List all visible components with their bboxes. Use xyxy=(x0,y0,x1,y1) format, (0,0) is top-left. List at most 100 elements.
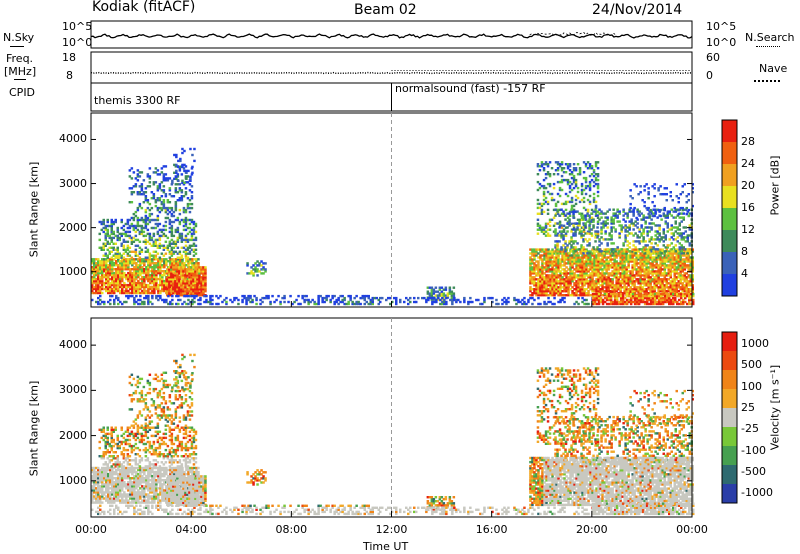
power-cell xyxy=(564,171,568,174)
power-cell xyxy=(133,270,136,273)
power-cell xyxy=(573,288,576,291)
power-cell xyxy=(569,270,572,273)
power-cell xyxy=(134,226,138,230)
power-cell xyxy=(109,294,112,298)
power-cell xyxy=(436,294,440,297)
power-cell xyxy=(583,268,586,271)
power-cell xyxy=(554,228,557,231)
power-cell xyxy=(615,262,618,265)
power-cell xyxy=(185,260,188,263)
power-cell xyxy=(174,240,178,243)
power-cell xyxy=(174,272,177,275)
power-cell xyxy=(596,222,600,225)
power-cell xyxy=(547,268,550,271)
power-cell xyxy=(546,200,550,204)
power-cell xyxy=(135,289,138,293)
power-cell xyxy=(582,214,586,217)
power-cell xyxy=(599,290,602,293)
power-cell xyxy=(596,194,600,198)
power-cell xyxy=(417,296,420,300)
power-cell xyxy=(540,230,544,233)
power-cell xyxy=(119,262,122,265)
power-cell xyxy=(115,273,118,277)
power-cell xyxy=(225,300,228,304)
power-cell xyxy=(607,288,610,291)
nsky-legend-line xyxy=(10,46,24,47)
power-cell xyxy=(144,246,148,249)
power-cell xyxy=(184,240,188,243)
power-cell xyxy=(545,264,548,267)
power-cell xyxy=(172,234,176,238)
power-cell xyxy=(547,260,550,263)
power-cell xyxy=(147,283,150,287)
freq-tick-low: 8 xyxy=(66,69,73,82)
power-cell xyxy=(99,275,102,279)
power-cell xyxy=(523,300,526,304)
power-cell xyxy=(156,173,160,176)
power-cell xyxy=(546,234,550,237)
power-cell xyxy=(176,230,180,234)
power-cell xyxy=(569,260,572,263)
power-cell xyxy=(533,280,536,283)
power-cell xyxy=(166,179,170,182)
power-cell xyxy=(111,281,114,285)
power-cell xyxy=(164,224,168,228)
power-cell xyxy=(103,258,106,261)
power-cell xyxy=(192,238,196,242)
power-cell xyxy=(131,273,134,277)
power-cell xyxy=(305,298,308,302)
power-cell xyxy=(174,244,178,247)
power-cell xyxy=(157,294,160,298)
power-cell xyxy=(167,260,170,263)
power-cell xyxy=(553,296,556,300)
power-cell xyxy=(554,169,558,172)
power-cell xyxy=(150,244,154,247)
power-cell xyxy=(539,250,542,253)
power-cell xyxy=(95,262,98,265)
power-cell xyxy=(148,167,152,170)
power-cell xyxy=(107,291,110,295)
power-cell xyxy=(558,224,562,227)
power-cell xyxy=(134,224,138,228)
power-cell xyxy=(104,242,107,245)
power-cell xyxy=(542,167,546,170)
power-cell xyxy=(186,240,190,243)
power-cell xyxy=(148,202,152,206)
power-cell xyxy=(287,300,290,304)
power-cell xyxy=(99,271,102,275)
power-cell xyxy=(191,302,194,306)
power-cell xyxy=(119,260,122,263)
power-cell xyxy=(545,258,548,261)
power-cell xyxy=(365,294,368,298)
power-cell xyxy=(426,290,430,293)
power-cell xyxy=(115,262,118,265)
power-cell xyxy=(303,294,306,298)
power-cell xyxy=(101,264,104,267)
power-cell xyxy=(576,173,580,176)
power-cell xyxy=(154,254,158,257)
power-cell xyxy=(573,284,576,287)
power-cell xyxy=(553,274,556,277)
power-cell xyxy=(585,262,588,265)
power-cell xyxy=(164,252,168,255)
power-cell xyxy=(190,220,194,224)
power-cell xyxy=(592,246,595,249)
power-cell xyxy=(119,281,122,285)
power-cell xyxy=(569,272,572,275)
power-cell xyxy=(186,252,190,255)
power-cell xyxy=(129,258,132,261)
power-cell xyxy=(563,274,566,277)
power-cell xyxy=(605,264,608,267)
power-cell xyxy=(112,220,115,224)
power-cell xyxy=(93,260,96,263)
power-cell xyxy=(147,277,150,281)
power-cell xyxy=(194,280,197,283)
power-cell xyxy=(621,252,624,255)
power-cell xyxy=(139,266,142,269)
power-cell xyxy=(197,302,200,306)
power-cell xyxy=(151,271,154,275)
power-cell xyxy=(130,193,134,196)
power-cell xyxy=(117,281,120,285)
power-cell xyxy=(556,163,560,166)
power-cell xyxy=(353,302,356,306)
